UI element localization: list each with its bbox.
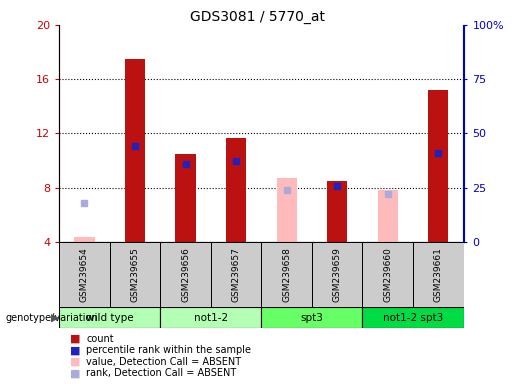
Bar xyxy=(261,307,363,328)
Text: GSM239659: GSM239659 xyxy=(333,247,341,302)
Bar xyxy=(110,242,160,307)
Bar xyxy=(277,178,297,242)
Text: GSM239655: GSM239655 xyxy=(130,247,140,302)
Bar xyxy=(363,307,464,328)
Bar xyxy=(377,190,398,242)
Text: percentile rank within the sample: percentile rank within the sample xyxy=(86,345,251,355)
Bar xyxy=(428,90,449,242)
Text: value, Detection Call = ABSENT: value, Detection Call = ABSENT xyxy=(86,357,241,367)
Text: ■: ■ xyxy=(70,368,80,378)
Text: ▶: ▶ xyxy=(52,313,60,323)
Bar xyxy=(59,307,160,328)
Bar xyxy=(176,154,196,242)
Text: genotype/variation: genotype/variation xyxy=(5,313,98,323)
Text: GSM239656: GSM239656 xyxy=(181,247,190,302)
Text: GSM239654: GSM239654 xyxy=(80,247,89,302)
Text: count: count xyxy=(86,334,114,344)
Bar xyxy=(74,237,95,242)
Bar xyxy=(413,242,464,307)
Text: GSM239658: GSM239658 xyxy=(282,247,291,302)
Text: rank, Detection Call = ABSENT: rank, Detection Call = ABSENT xyxy=(86,368,236,378)
Bar xyxy=(226,137,246,242)
Text: GSM239661: GSM239661 xyxy=(434,247,443,302)
Text: ■: ■ xyxy=(70,345,80,355)
Text: ■: ■ xyxy=(70,334,80,344)
Text: ■: ■ xyxy=(70,357,80,367)
Text: spt3: spt3 xyxy=(300,313,323,323)
Text: not1-2: not1-2 xyxy=(194,313,228,323)
Text: wild type: wild type xyxy=(86,313,133,323)
Text: GSM239657: GSM239657 xyxy=(232,247,241,302)
Bar xyxy=(59,242,110,307)
Bar xyxy=(125,59,145,242)
Text: not1-2 spt3: not1-2 spt3 xyxy=(383,313,443,323)
Bar xyxy=(312,242,363,307)
Bar xyxy=(363,242,413,307)
Text: GDS3081 / 5770_at: GDS3081 / 5770_at xyxy=(190,10,325,23)
Bar xyxy=(160,307,261,328)
Bar xyxy=(211,242,261,307)
Bar xyxy=(327,181,347,242)
Text: GSM239660: GSM239660 xyxy=(383,247,392,302)
Bar xyxy=(160,242,211,307)
Bar xyxy=(261,242,312,307)
